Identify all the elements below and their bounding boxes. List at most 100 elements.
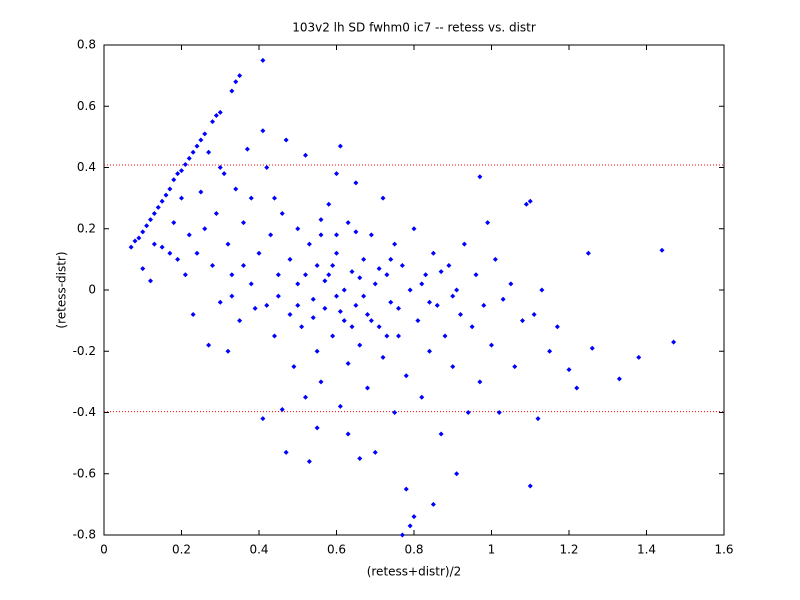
point [334, 250, 339, 256]
point [399, 532, 405, 538]
x-tick-label: 0.2 [172, 543, 191, 557]
point [388, 299, 394, 305]
point [318, 379, 324, 385]
point [523, 201, 529, 207]
point [430, 501, 436, 507]
point [322, 305, 328, 311]
point [427, 299, 432, 305]
point [322, 278, 328, 284]
point [535, 416, 541, 422]
point [244, 146, 250, 152]
point [450, 364, 456, 370]
point [330, 333, 336, 339]
point [306, 241, 312, 247]
point [318, 232, 324, 238]
point [337, 308, 343, 314]
point [589, 345, 595, 351]
point [221, 171, 227, 177]
point [283, 137, 289, 143]
point [299, 324, 305, 330]
point [148, 278, 153, 284]
point [419, 394, 425, 400]
y-tick-label: -0.8 [73, 528, 96, 542]
point [202, 226, 208, 232]
point [566, 367, 572, 373]
point [434, 302, 440, 308]
point [198, 137, 204, 143]
point [392, 410, 398, 415]
point [229, 293, 235, 299]
point [314, 263, 320, 268]
point [403, 486, 409, 492]
point [213, 210, 219, 216]
point [210, 263, 215, 268]
point [574, 385, 580, 391]
point [368, 318, 374, 324]
point [295, 281, 301, 287]
point [458, 312, 463, 317]
point [659, 247, 665, 253]
point [384, 333, 390, 339]
point [264, 165, 270, 170]
point [167, 250, 173, 256]
point [345, 220, 351, 226]
point [357, 275, 363, 281]
point [349, 269, 355, 275]
point [144, 223, 150, 229]
point [357, 455, 363, 461]
point [403, 373, 409, 379]
point [353, 180, 359, 186]
point [190, 312, 196, 317]
y-tick-label: 0.4 [77, 160, 96, 174]
point [616, 376, 622, 382]
point [477, 174, 483, 180]
point [291, 364, 297, 370]
point [128, 244, 134, 250]
point [461, 241, 467, 247]
point [303, 272, 308, 278]
point [361, 256, 367, 262]
point [194, 143, 200, 149]
point [306, 459, 312, 464]
point [399, 263, 405, 268]
point [427, 348, 432, 354]
point [380, 354, 386, 360]
point [171, 220, 177, 226]
y-tick-label: 0 [88, 283, 96, 297]
point [411, 226, 417, 232]
point [438, 269, 444, 275]
point [372, 449, 378, 455]
point [539, 287, 545, 293]
point [365, 312, 370, 317]
point [241, 263, 246, 268]
point [454, 287, 460, 293]
point [554, 324, 560, 330]
point [256, 250, 262, 256]
point [210, 119, 215, 125]
point [376, 266, 382, 272]
point [213, 112, 219, 118]
x-tick-label: 1.2 [559, 543, 578, 557]
x-axis-label: (retess+distr)/2 [367, 565, 462, 579]
point [159, 198, 165, 204]
point [411, 514, 417, 520]
point [450, 293, 456, 299]
point [520, 318, 525, 324]
point [272, 195, 277, 201]
y-tick-label: -0.6 [73, 466, 96, 480]
x-tick-label: 1 [488, 543, 496, 557]
point [206, 342, 212, 348]
point [508, 281, 514, 287]
point [492, 256, 498, 262]
point [140, 266, 146, 272]
point [225, 241, 231, 247]
point [512, 364, 518, 370]
point [454, 471, 460, 477]
point [341, 287, 347, 293]
point [275, 293, 281, 299]
chart-title: 103v2 lh SD fwhm0 ic7 -- retess vs. dist… [292, 21, 536, 35]
point [217, 165, 223, 170]
point [446, 263, 452, 268]
y-tick-label: -0.4 [73, 405, 96, 419]
